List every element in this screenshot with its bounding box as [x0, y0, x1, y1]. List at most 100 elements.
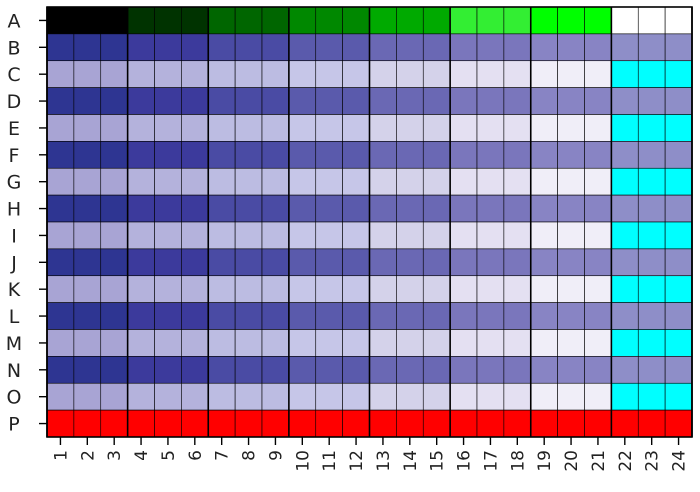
cell-J16 — [449, 248, 478, 277]
cell-I4 — [127, 221, 155, 250]
cell-B24 — [664, 33, 693, 62]
cell-A24 — [664, 6, 693, 35]
cell-J8 — [234, 248, 263, 277]
cell-I20 — [557, 221, 585, 250]
row-label-O: O — [7, 387, 22, 409]
cell-K12 — [342, 275, 370, 303]
cell-K22 — [611, 275, 639, 303]
cell-M7 — [207, 329, 236, 357]
cell-D17 — [476, 87, 505, 115]
cell-M24 — [664, 329, 693, 357]
cell-A5 — [154, 6, 182, 35]
cell-K8 — [234, 275, 263, 303]
row-ticks — [39, 19, 47, 425]
cell-N8 — [234, 356, 263, 384]
cell-A9 — [261, 6, 290, 35]
cell-P2 — [73, 409, 102, 438]
cell-H24 — [664, 194, 693, 223]
cell-L17 — [476, 302, 505, 330]
cell-A3 — [100, 6, 128, 35]
cell-C24 — [664, 60, 693, 88]
cell-L2 — [73, 302, 102, 330]
column-label-18: 18 — [508, 450, 528, 472]
cell-A2 — [73, 6, 102, 35]
cell-E9 — [261, 114, 290, 142]
cell-E15 — [422, 114, 451, 142]
cell-L13 — [369, 302, 397, 330]
cell-A8 — [234, 6, 263, 35]
cell-B23 — [637, 33, 666, 62]
cell-P23 — [637, 409, 666, 438]
cell-D3 — [100, 87, 128, 115]
cell-J10 — [288, 248, 317, 277]
column-label-4: 4 — [132, 450, 152, 461]
cell-K3 — [100, 275, 128, 303]
cell-B22 — [611, 33, 639, 62]
cell-M4 — [127, 329, 155, 357]
cell-M1 — [46, 329, 75, 357]
cell-L12 — [342, 302, 370, 330]
cell-I15 — [422, 221, 451, 250]
cell-P13 — [369, 409, 397, 438]
cell-N1 — [46, 356, 75, 384]
cell-M12 — [342, 329, 370, 357]
cell-D19 — [530, 87, 558, 115]
column-label-23: 23 — [643, 450, 663, 472]
cell-N2 — [73, 356, 102, 384]
cell-D8 — [234, 87, 263, 115]
cell-D11 — [315, 87, 343, 115]
cell-G20 — [557, 167, 585, 196]
cell-J4 — [127, 248, 155, 277]
cell-D23 — [637, 87, 666, 115]
cell-H2 — [73, 194, 102, 223]
cell-M23 — [637, 329, 666, 357]
row-label-C: C — [7, 64, 20, 86]
cell-F17 — [476, 141, 505, 169]
cell-C1 — [46, 60, 75, 88]
cell-O11 — [315, 382, 343, 411]
cell-H11 — [315, 194, 343, 223]
cell-B17 — [476, 33, 505, 62]
cell-I9 — [261, 221, 290, 250]
cell-E24 — [664, 114, 693, 142]
cell-K19 — [530, 275, 558, 303]
column-label-6: 6 — [186, 450, 206, 461]
cell-L5 — [154, 302, 182, 330]
cell-J18 — [503, 248, 532, 277]
cell-F23 — [637, 141, 666, 169]
cell-E1 — [46, 114, 75, 142]
cell-M20 — [557, 329, 585, 357]
cell-G12 — [342, 167, 370, 196]
cell-L1 — [46, 302, 75, 330]
cell-B19 — [530, 33, 558, 62]
cell-F4 — [127, 141, 155, 169]
cell-N23 — [637, 356, 666, 384]
cell-M8 — [234, 329, 263, 357]
cell-O3 — [100, 382, 128, 411]
cell-P14 — [396, 409, 424, 438]
cell-B10 — [288, 33, 317, 62]
cell-K9 — [261, 275, 290, 303]
cell-K5 — [154, 275, 182, 303]
cell-I10 — [288, 221, 317, 250]
cell-L11 — [315, 302, 343, 330]
cell-J13 — [369, 248, 397, 277]
cell-M11 — [315, 329, 343, 357]
cell-C3 — [100, 60, 128, 88]
cell-F18 — [503, 141, 532, 169]
cell-B9 — [261, 33, 290, 62]
cell-D24 — [664, 87, 693, 115]
cell-L23 — [637, 302, 666, 330]
cell-O22 — [611, 382, 639, 411]
cell-C15 — [422, 60, 451, 88]
column-label-19: 19 — [535, 450, 555, 472]
cell-B7 — [207, 33, 236, 62]
cell-K6 — [181, 275, 209, 303]
cell-J19 — [530, 248, 558, 277]
cell-O9 — [261, 382, 290, 411]
cell-P19 — [530, 409, 558, 438]
cell-E20 — [557, 114, 585, 142]
cell-P11 — [315, 409, 343, 438]
cell-N3 — [100, 356, 128, 384]
